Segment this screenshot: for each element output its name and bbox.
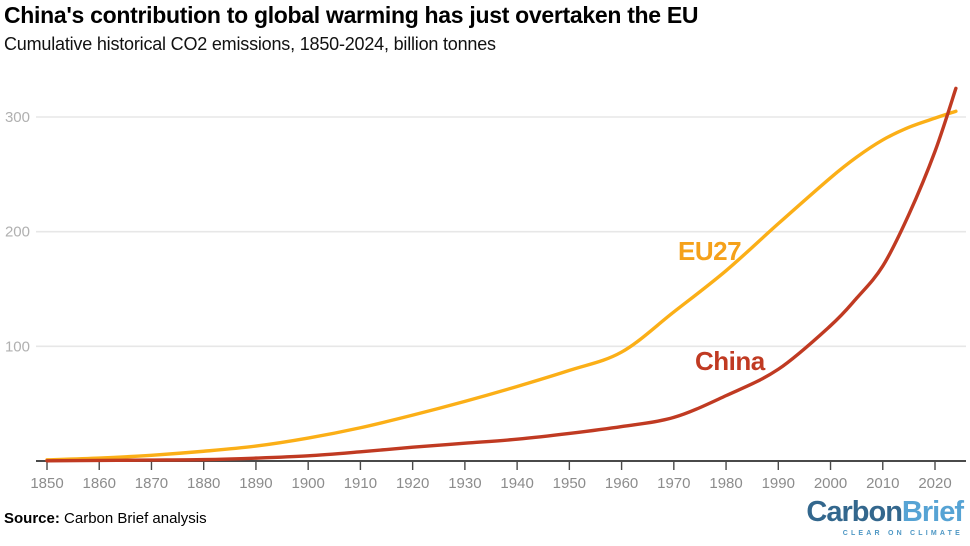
chart-subtitle: Cumulative historical CO2 emissions, 185… [4, 34, 496, 54]
x-tick-label-1960: 1960 [605, 475, 638, 492]
x-tick-label-2010: 2010 [866, 475, 899, 492]
y-tick-label-200: 200 [5, 224, 30, 241]
x-tick-label-1920: 1920 [396, 475, 429, 492]
source-note: Source: Carbon Brief analysis [4, 510, 207, 527]
logo-carbon-text: Carbon [806, 496, 902, 528]
x-tick-label-1890: 1890 [239, 475, 272, 492]
x-tick-label-1940: 1940 [500, 475, 533, 492]
source-text: Carbon Brief analysis [59, 510, 207, 527]
series-label-china: China [695, 346, 765, 376]
eu27-line [45, 109, 958, 462]
carbonbrief-logo: CarbonBrief CLEAR ON CLIMATE [806, 496, 964, 538]
x-tick-label-1860: 1860 [83, 475, 116, 492]
logo-tagline: CLEAR ON CLIMATE [842, 530, 963, 537]
x-tick-label-1880: 1880 [187, 475, 220, 492]
x-tick-label-1900: 1900 [291, 475, 324, 492]
x-tick-label-1910: 1910 [344, 475, 377, 492]
chart-title: China's contribution to global warming h… [4, 2, 699, 28]
x-tick-label-1990: 1990 [762, 475, 795, 492]
x-tick-label-2000: 2000 [814, 475, 847, 492]
series-label-eu27: EU27 [678, 236, 742, 266]
x-tick-label-1980: 1980 [709, 475, 742, 492]
x-tick-label-1950: 1950 [553, 475, 586, 492]
x-tick-label-1930: 1930 [448, 475, 481, 492]
x-tick-label-2020: 2020 [918, 475, 951, 492]
logo-brief-text: Brief [901, 496, 964, 528]
source-label: Source: [4, 510, 60, 527]
x-tick-label-1970: 1970 [657, 475, 690, 492]
y-tick-label-300: 300 [5, 109, 30, 126]
x-tick-label-1850: 1850 [30, 475, 63, 492]
x-tick-label-1870: 1870 [135, 475, 168, 492]
carbonbrief-wordmark: CarbonBrief [806, 496, 964, 528]
y-tick-label-100: 100 [5, 338, 30, 355]
china-line [45, 86, 958, 463]
